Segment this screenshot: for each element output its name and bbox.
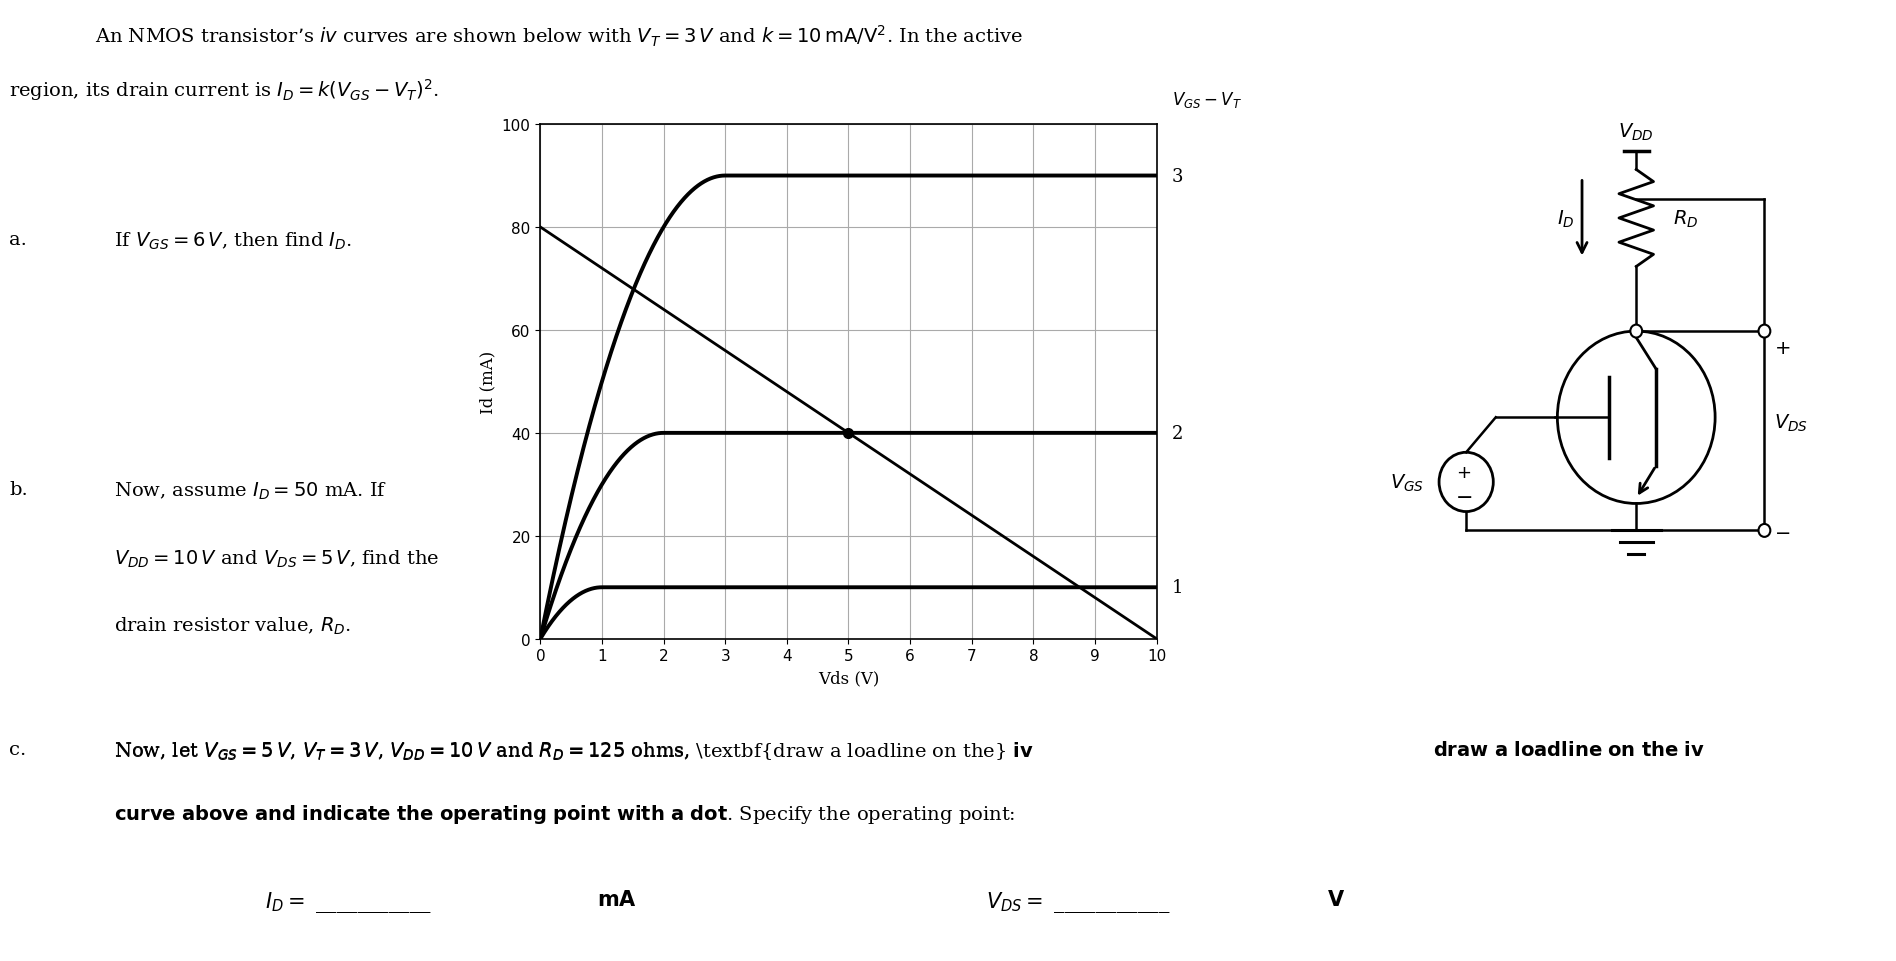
Text: 2: 2 (1172, 425, 1183, 442)
Text: An NMOS transistor’s $iv$ curves are shown below with $V_T = 3\,V$ and $k = 10\,: An NMOS transistor’s $iv$ curves are sho… (95, 24, 1024, 49)
Text: b.: b. (9, 480, 28, 499)
Text: $V_{DS} =$ ___________: $V_{DS} =$ ___________ (986, 889, 1170, 914)
Y-axis label: Id (mA): Id (mA) (480, 351, 497, 413)
Text: $V_{DS}$: $V_{DS}$ (1775, 412, 1809, 433)
Text: $\mathbf{mA}$: $\mathbf{mA}$ (597, 889, 637, 909)
Text: $R_D$: $R_D$ (1672, 209, 1699, 230)
Text: $V_{DD} = 10\,V$ and $V_{DS} = 5\,V$, find the: $V_{DD} = 10\,V$ and $V_{DS} = 5\,V$, fi… (114, 548, 440, 569)
Text: 3: 3 (1172, 167, 1183, 185)
Text: $\bf{draw\ a\ loadline\ on\ the\ }$$\it{\bf{iv}}$: $\bf{draw\ a\ loadline\ on\ the\ }$$\it{… (1433, 740, 1705, 759)
X-axis label: Vds (V): Vds (V) (817, 669, 880, 686)
Text: c.: c. (9, 740, 27, 758)
Text: $I_D =$ ___________: $I_D =$ ___________ (265, 889, 432, 914)
Text: $-$: $-$ (1454, 486, 1473, 505)
Text: 1: 1 (1172, 579, 1183, 597)
Text: $-$: $-$ (1775, 522, 1790, 540)
Text: $V_{GS} - V_T$: $V_{GS} - V_T$ (1172, 89, 1242, 110)
Text: $+$: $+$ (1456, 464, 1471, 481)
Text: Now, let $V_{GS} = 5\,V$, $V_T = 3\,V$, $V_{DD} = 10\,V$ and $R_D = 125$ ohms,: Now, let $V_{GS} = 5\,V$, $V_T = 3\,V$, … (114, 740, 692, 761)
Text: region, its drain current is $I_D = k(V_{GS} - V_T)^2$.: region, its drain current is $I_D = k(V_… (9, 77, 440, 103)
Text: $\bf{curve\ above\ and\ indicate\ the\ operating\ point\ with\ a\ dot}$. Specify: $\bf{curve\ above\ and\ indicate\ the\ o… (114, 802, 1014, 825)
Text: Now, let $V_{GS} = 5\,V$, $V_T = 3\,V$, $V_{DD} = 10\,V$ and $R_D = 125$ ohms, \: Now, let $V_{GS} = 5\,V$, $V_T = 3\,V$, … (114, 740, 1033, 762)
Circle shape (1631, 325, 1642, 338)
Text: a.: a. (9, 231, 27, 249)
Text: $I_D$: $I_D$ (1557, 209, 1574, 230)
Circle shape (1758, 525, 1771, 537)
Text: $V_{GS}$: $V_{GS}$ (1390, 472, 1424, 493)
Text: If $V_{GS} = 6\,V$, then find $I_D$.: If $V_{GS} = 6\,V$, then find $I_D$. (114, 231, 353, 252)
Text: $+$: $+$ (1775, 338, 1790, 357)
Circle shape (1758, 325, 1771, 338)
Text: $\mathbf{V}$: $\mathbf{V}$ (1327, 889, 1346, 909)
Text: $V_{DD}$: $V_{DD}$ (1619, 122, 1653, 143)
Text: Now, assume $I_D = 50$ mA. If: Now, assume $I_D = 50$ mA. If (114, 480, 387, 502)
Text: drain resistor value, $R_D$.: drain resistor value, $R_D$. (114, 615, 351, 636)
